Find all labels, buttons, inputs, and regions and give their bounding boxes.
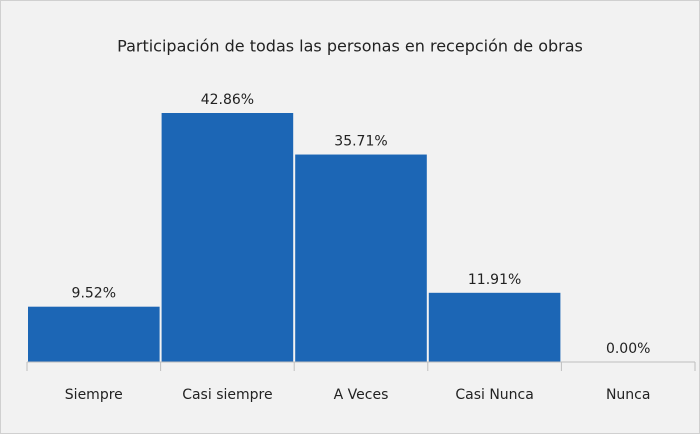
x-tick-label: A Veces xyxy=(334,387,389,403)
value-label: 11.91% xyxy=(468,272,521,288)
x-tick-label: Nunca xyxy=(606,387,651,403)
chart-title: Participación de todas las personas en r… xyxy=(117,37,583,56)
x-tick-label: Casi Nunca xyxy=(455,387,533,403)
value-label: 35.71% xyxy=(334,134,387,150)
bar xyxy=(295,154,427,362)
bar xyxy=(428,292,561,362)
value-label: 9.52% xyxy=(72,286,116,302)
bar xyxy=(161,113,294,362)
value-label: 42.86% xyxy=(201,92,254,108)
x-tick-label: Siempre xyxy=(65,387,123,403)
x-tick-label: Casi siempre xyxy=(182,387,272,403)
value-label: 0.00% xyxy=(606,341,650,357)
bar xyxy=(28,306,160,362)
